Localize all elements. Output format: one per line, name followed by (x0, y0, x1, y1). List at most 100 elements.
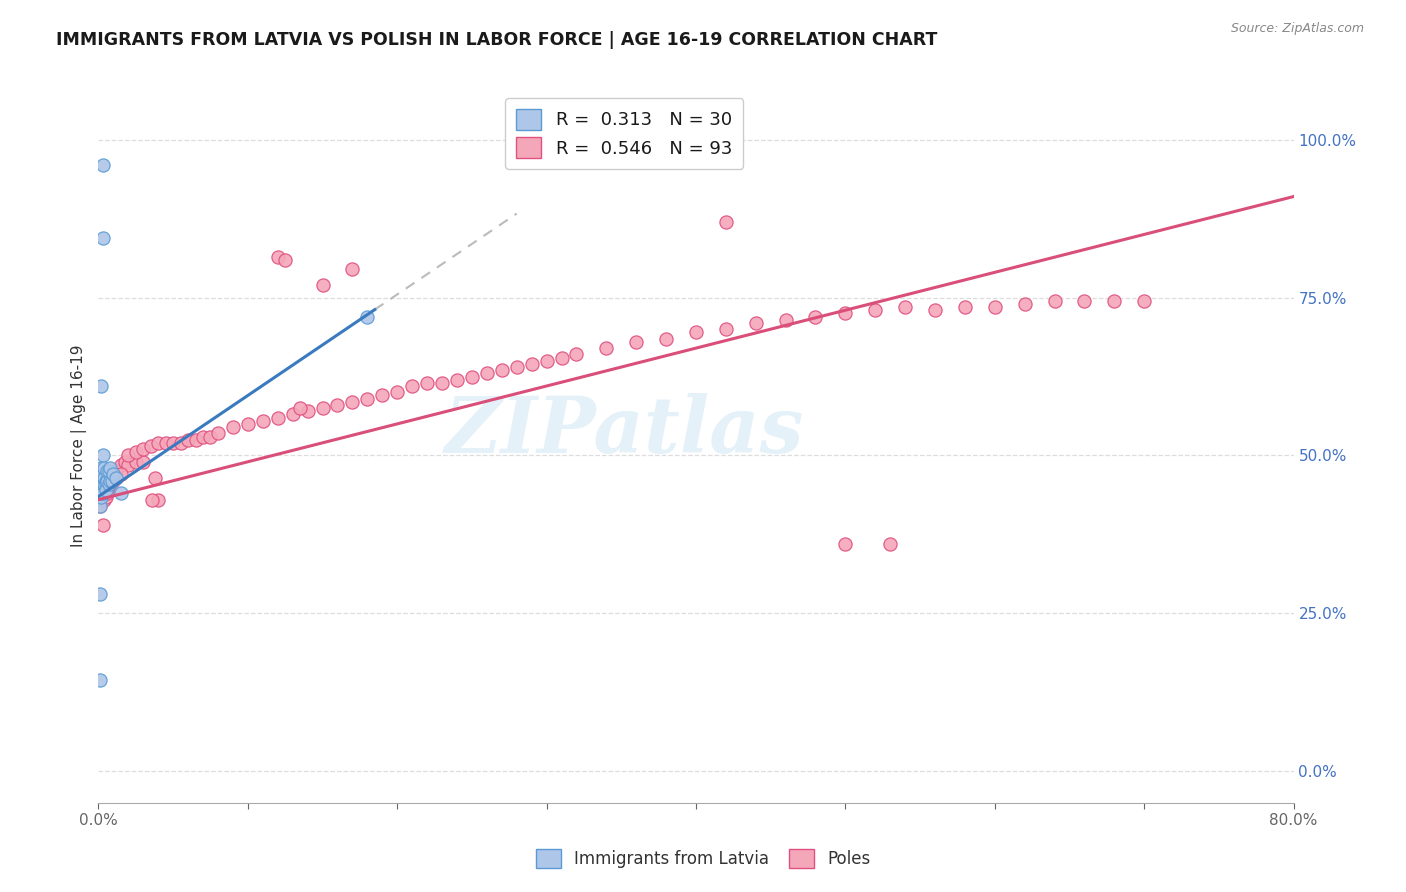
Y-axis label: In Labor Force | Age 16-19: In Labor Force | Age 16-19 (72, 344, 87, 548)
Point (311, 401, 333, 416)
Point (90, 486, 112, 500)
Point (96, 474, 118, 488)
Point (834, 306, 856, 320)
Point (90, 461, 112, 475)
Point (93, 461, 115, 475)
Point (105, 470, 128, 484)
Point (139, 439, 162, 453)
Point (89, 499, 111, 513)
Point (461, 369, 484, 384)
Point (90, 474, 112, 488)
Point (148, 435, 170, 450)
Point (714, 215, 737, 229)
Point (110, 458, 132, 472)
Point (93, 470, 115, 484)
Point (894, 300, 917, 314)
Point (96, 464, 118, 478)
Point (89, 483, 111, 498)
Point (103, 467, 125, 482)
Point (101, 474, 124, 488)
Point (834, 537, 856, 551)
Point (371, 388, 394, 402)
Point (98, 474, 122, 488)
Point (94, 476, 117, 491)
Point (222, 420, 245, 434)
Point (91, 486, 114, 500)
Point (685, 326, 707, 340)
Point (94, 483, 117, 498)
Point (326, 398, 349, 412)
Point (89, 483, 111, 498)
Point (94, 476, 117, 491)
Point (288, 401, 311, 416)
Point (953, 300, 976, 314)
Point (356, 392, 378, 406)
Point (97, 476, 120, 491)
Point (94, 474, 117, 488)
Legend: R =  0.313   N = 30, R =  0.546   N = 93: R = 0.313 N = 30, R = 0.546 N = 93 (505, 98, 744, 169)
Point (110, 467, 132, 482)
Point (91, 476, 114, 491)
Point (94, 490, 117, 504)
Point (132, 442, 155, 457)
Point (536, 353, 558, 368)
Point (207, 426, 229, 441)
Point (97, 464, 120, 478)
Point (520, 357, 543, 371)
Point (879, 537, 901, 551)
Point (1133, 293, 1156, 308)
Point (267, 410, 290, 425)
Point (125, 445, 148, 459)
Point (90, 379, 112, 393)
Point (342, 262, 364, 277)
Point (103, 474, 125, 488)
Point (491, 363, 513, 377)
Point (626, 334, 648, 349)
Point (105, 470, 128, 484)
Point (89, 673, 111, 687)
Point (430, 376, 453, 390)
Point (96, 483, 118, 498)
Point (91, 483, 114, 498)
Text: Source: ZipAtlas.com: Source: ZipAtlas.com (1230, 22, 1364, 36)
Point (98, 476, 122, 491)
Point (103, 467, 125, 482)
Point (1073, 293, 1095, 308)
Point (446, 373, 468, 387)
Point (105, 464, 128, 478)
Point (267, 250, 290, 264)
Point (506, 360, 529, 375)
Point (89, 490, 111, 504)
Point (90, 486, 112, 500)
Point (98, 461, 122, 475)
Point (117, 449, 139, 463)
Point (191, 429, 214, 443)
Point (91, 467, 114, 482)
Point (89, 499, 111, 513)
Point (143, 470, 166, 484)
Point (1043, 293, 1066, 308)
Point (252, 414, 274, 428)
Point (342, 394, 364, 409)
Point (595, 341, 617, 355)
Point (297, 404, 319, 418)
Text: IMMIGRANTS FROM LATVIA VS POLISH IN LABOR FORCE | AGE 16-19 CORRELATION CHART: IMMIGRANTS FROM LATVIA VS POLISH IN LABO… (56, 31, 938, 49)
Point (141, 492, 163, 507)
Point (984, 300, 1007, 314)
Point (200, 429, 222, 443)
Point (356, 310, 378, 324)
Point (93, 476, 115, 491)
Point (416, 376, 439, 390)
Point (745, 316, 768, 330)
Legend: Immigrants from Latvia, Poles: Immigrants from Latvia, Poles (529, 842, 877, 875)
Point (90, 490, 112, 504)
Point (91, 517, 114, 532)
Point (775, 312, 797, 326)
Point (865, 303, 887, 318)
Point (110, 486, 132, 500)
Point (91, 230, 114, 244)
Point (117, 458, 139, 472)
Point (96, 486, 118, 500)
Point (714, 322, 737, 336)
Point (91, 449, 114, 463)
